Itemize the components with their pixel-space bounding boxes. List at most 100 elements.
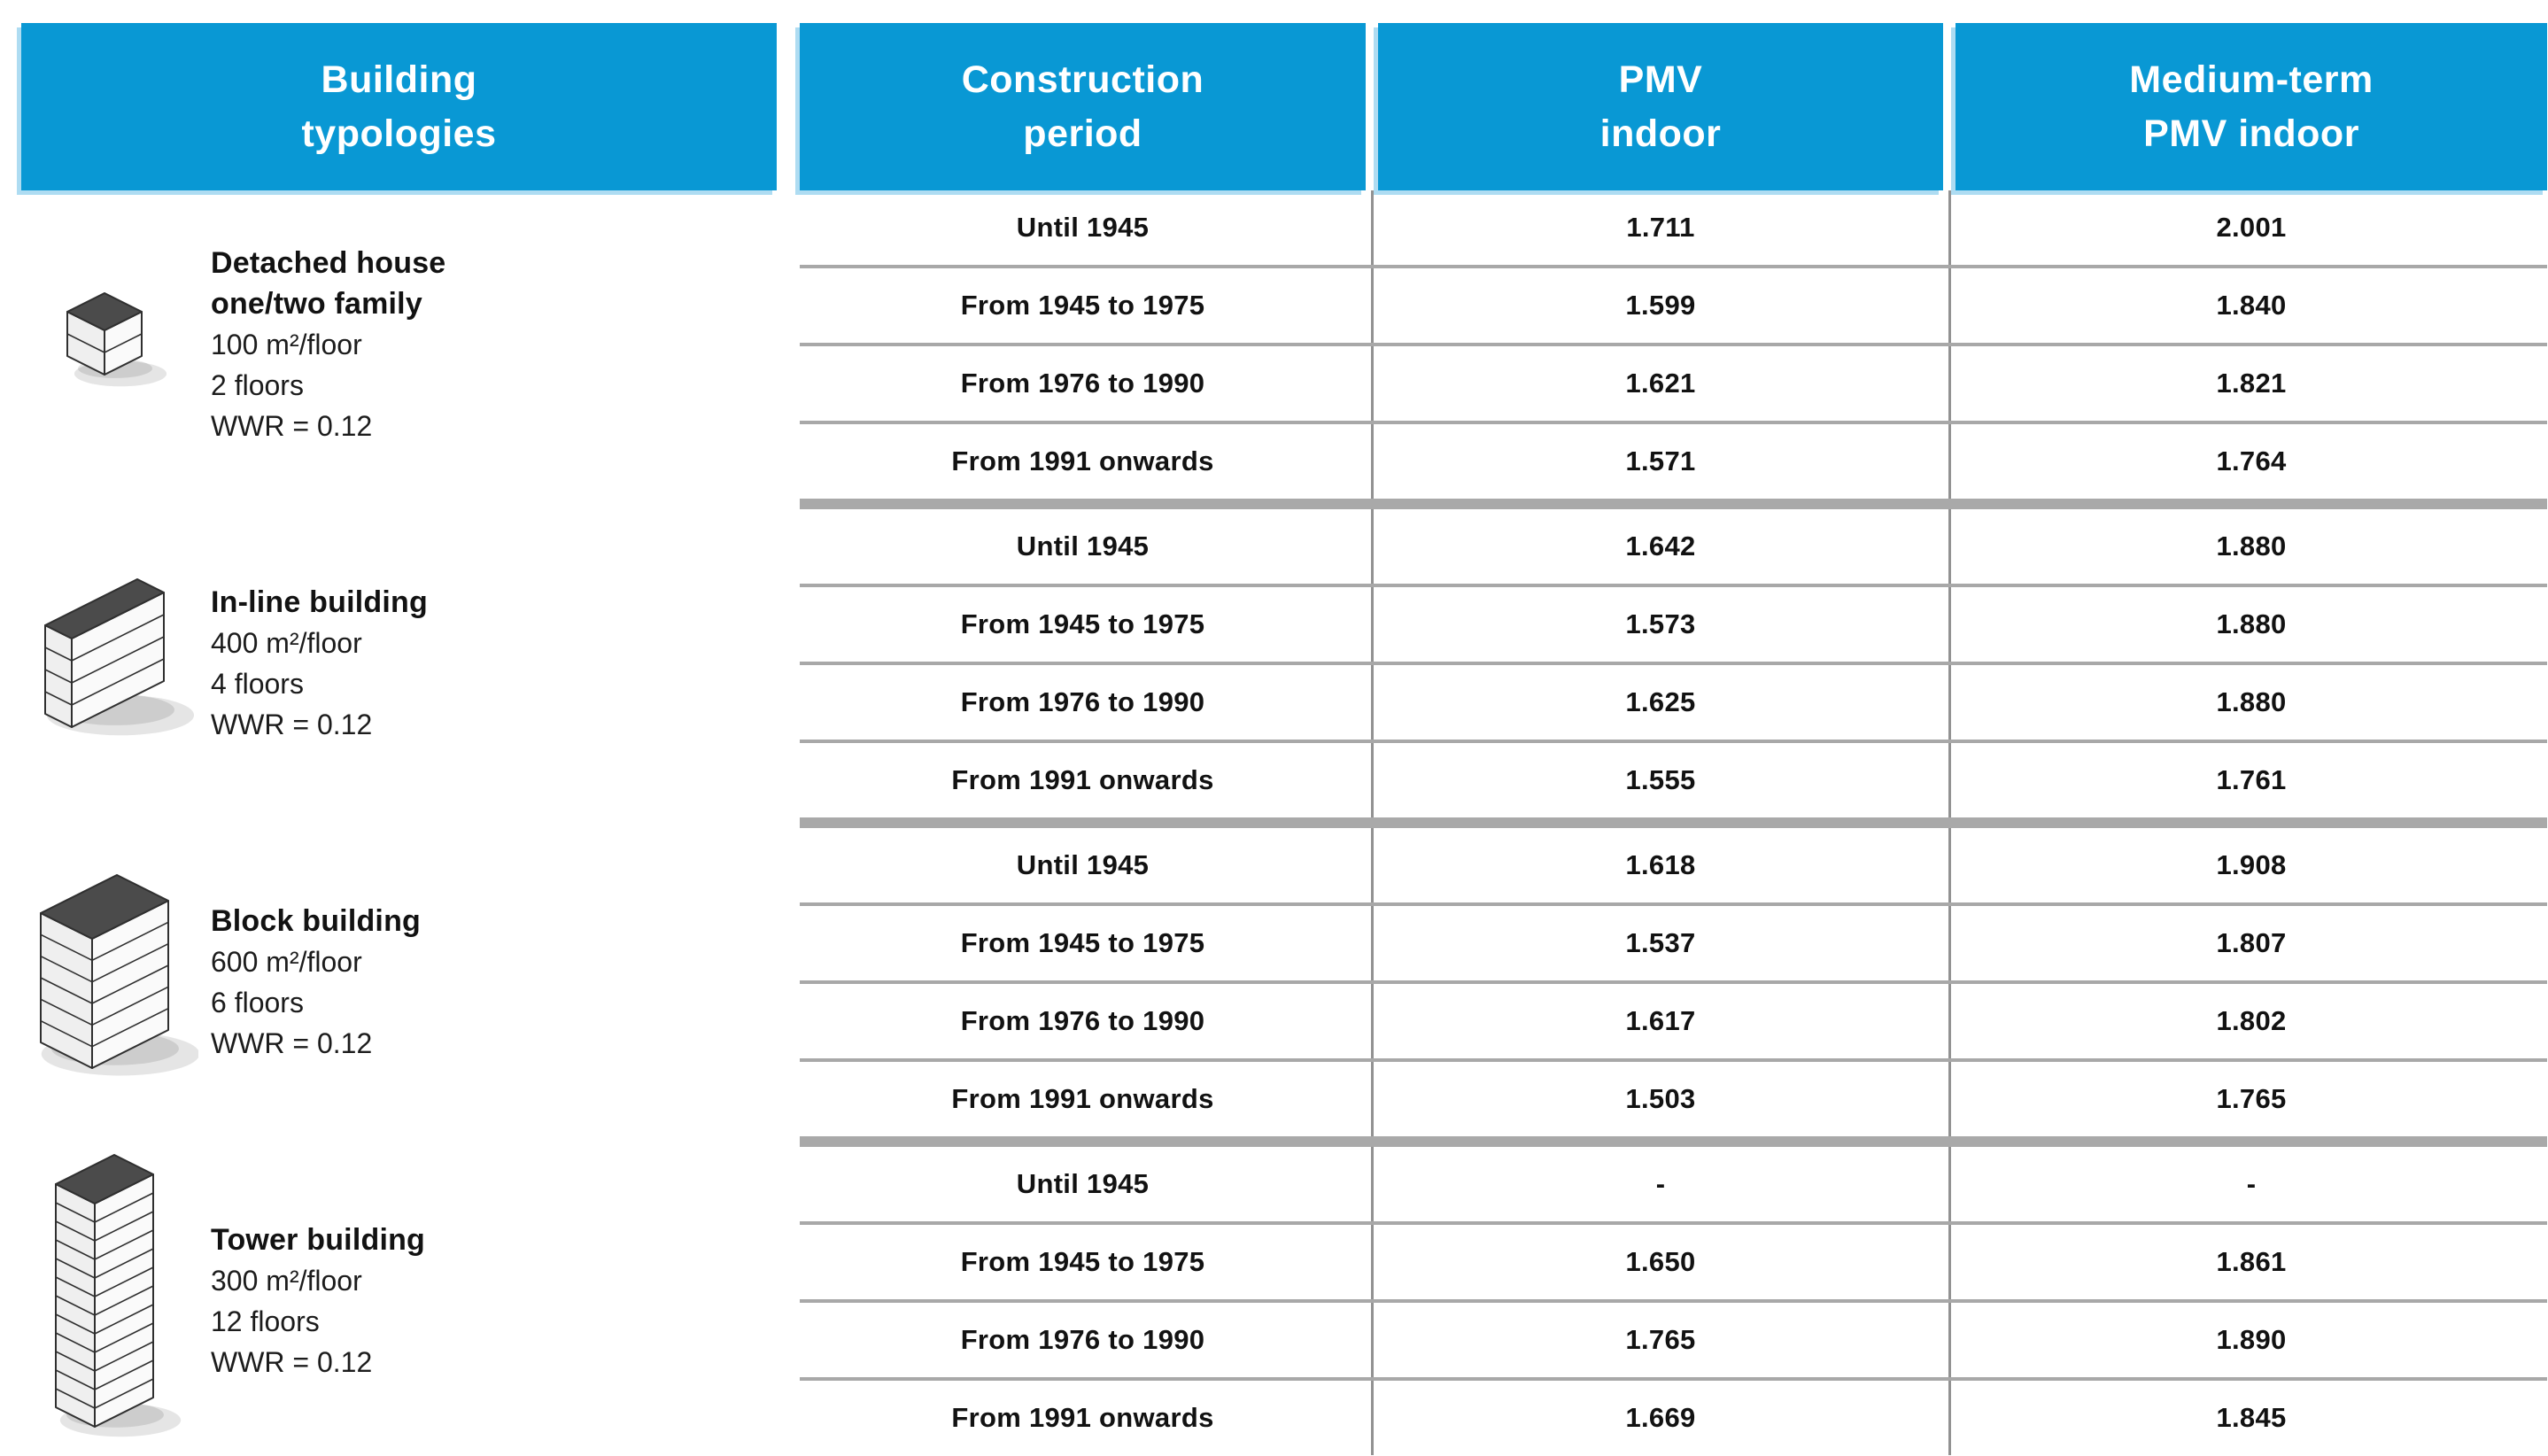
building-icon-wrap: [21, 284, 209, 405]
pmv-indoor-cell: 1.617: [1625, 1005, 1696, 1036]
pmv-indoor-cell: 1.571: [1625, 445, 1696, 476]
header-medium-term-pmv-indoor: Medium-term PMV indoor: [1956, 23, 2547, 190]
building-group-block: Block building 600 m²/floor 6 floors WWR…: [21, 828, 777, 1136]
medium-term-pmv-cell: 1.821: [2216, 368, 2287, 399]
medium-term-pmv-cell: 1.880: [2216, 608, 2287, 639]
table-row: From 1991 onwards 1.555 1.761: [800, 743, 2547, 817]
building-info: Detached house one/two family 100 m²/flo…: [209, 243, 777, 446]
row-separator: [800, 584, 2547, 587]
medium-term-pmv-cell: 1.764: [2216, 445, 2287, 476]
medium-term-pmv-cell: 1.908: [2216, 849, 2287, 880]
medium-term-pmv-cell: 1.807: [2216, 927, 2287, 958]
building-area: 100 m²/floor: [211, 329, 362, 360]
building-group-tower: Tower building 300 m²/floor 12 floors WW…: [21, 1147, 777, 1455]
row-separator: [800, 421, 2547, 424]
medium-term-pmv-cell: 1.880: [2216, 686, 2287, 717]
table-row: From 1991 onwards 1.571 1.764: [800, 424, 2547, 499]
construction-period-cell: From 1945 to 1975: [960, 1246, 1205, 1277]
header-line: Medium-term: [2129, 58, 2374, 101]
pmv-indoor-cell: 1.650: [1625, 1246, 1696, 1277]
header-line: period: [1023, 112, 1142, 155]
pmv-indoor-cell: 1.555: [1625, 764, 1696, 795]
header-line: typologies: [301, 112, 497, 155]
pmv-indoor-cell: 1.618: [1625, 849, 1696, 880]
building-area: 400 m²/floor: [211, 627, 362, 659]
building-wwr: WWR = 0.12: [211, 410, 373, 442]
construction-period-cell: From 1991 onwards: [951, 445, 1214, 476]
construction-period-cell: From 1991 onwards: [951, 1083, 1214, 1114]
data-columns: Construction period PMV indoor Medium-te…: [800, 23, 2547, 1455]
building-wwr: WWR = 0.12: [211, 1027, 373, 1059]
construction-period-cell: Until 1945: [1016, 849, 1150, 880]
header-line: Construction: [961, 58, 1204, 101]
building-typologies-column: Building typologies Detached house one/t…: [21, 23, 777, 1455]
row-separator: [800, 662, 2547, 665]
in-line-building-icon: [44, 577, 194, 735]
pmv-indoor-cell: 1.621: [1625, 368, 1696, 399]
medium-term-pmv-cell: 1.840: [2216, 290, 2287, 321]
detached-house-icon: [66, 292, 167, 387]
medium-term-pmv-cell: 1.880: [2216, 531, 2287, 561]
table-row: From 1976 to 1990 1.621 1.821: [800, 346, 2547, 421]
table-row: From 1976 to 1990 1.765 1.890: [800, 1303, 2547, 1377]
pmv-indoor-cell: 1.765: [1625, 1324, 1696, 1355]
header-line: Building: [321, 58, 477, 101]
group-separator: [800, 817, 2547, 828]
medium-term-pmv-cell: 1.802: [2216, 1005, 2287, 1036]
tower-building-icon: [55, 1153, 182, 1437]
table-row: Until 1945 1.711 2.001: [800, 190, 2547, 265]
building-floors: 4 floors: [211, 668, 304, 700]
building-wwr: WWR = 0.12: [211, 709, 373, 740]
group-separator: [800, 499, 2547, 509]
block-building-icon: [40, 874, 198, 1076]
medium-term-pmv-cell: 2.001: [2216, 212, 2287, 243]
table-row: From 1945 to 1975 1.537 1.807: [800, 906, 2547, 980]
header-building-typologies: Building typologies: [21, 23, 777, 190]
building-name: one/two family: [211, 287, 422, 321]
pmv-indoor-cell: 1.537: [1625, 927, 1696, 958]
medium-term-pmv-cell: 1.861: [2216, 1246, 2287, 1277]
medium-term-pmv-cell: 1.845: [2216, 1402, 2287, 1433]
construction-period-cell: From 1945 to 1975: [960, 290, 1205, 321]
header-line: indoor: [1599, 112, 1722, 155]
building-info: Tower building 300 m²/floor 12 floors WW…: [209, 1220, 777, 1382]
table-row: From 1976 to 1990 1.625 1.880: [800, 665, 2547, 740]
building-floors: 12 floors: [211, 1305, 320, 1337]
construction-period-cell: From 1976 to 1990: [960, 1324, 1205, 1355]
table-row: From 1945 to 1975 1.573 1.880: [800, 587, 2547, 662]
row-separator: [800, 1377, 2547, 1381]
building-icon-wrap: [21, 866, 209, 1098]
medium-term-pmv-cell: 1.761: [2216, 764, 2287, 795]
data-header-row: Construction period PMV indoor Medium-te…: [800, 23, 2547, 190]
building-name: Tower building: [211, 1223, 426, 1257]
pmv-indoor-cell: 1.625: [1625, 686, 1696, 717]
pmv-indoor-cell: 1.503: [1625, 1083, 1696, 1114]
row-separator: [800, 265, 2547, 268]
building-info: In-line building 400 m²/floor 4 floors W…: [209, 582, 777, 745]
pmv-indoor-cell: 1.669: [1625, 1402, 1696, 1433]
table-row: Until 1945 - -: [800, 1147, 2547, 1221]
header-line: PMV indoor: [2143, 112, 2359, 155]
table-row: From 1991 onwards 1.669 1.845: [800, 1381, 2547, 1455]
row-separator: [800, 980, 2547, 984]
building-name: Block building: [211, 904, 422, 938]
building-area: 600 m²/floor: [211, 946, 362, 978]
pmv-indoor-cell: -: [1655, 1168, 1666, 1199]
construction-period-cell: From 1991 onwards: [951, 1402, 1214, 1433]
row-separator: [800, 343, 2547, 346]
row-separator: [800, 1058, 2547, 1062]
table-row: Until 1945 1.618 1.908: [800, 828, 2547, 902]
medium-term-pmv-cell: 1.765: [2216, 1083, 2287, 1114]
row-separator: [800, 740, 2547, 743]
data-body: Until 1945 1.711 2.001 From 1945 to 1975…: [800, 190, 2547, 1455]
building-info: Block building 600 m²/floor 6 floors WWR…: [209, 901, 777, 1064]
table-row: From 1976 to 1990 1.617 1.802: [800, 984, 2547, 1058]
construction-period-cell: From 1976 to 1990: [960, 1005, 1205, 1036]
row-separator: [800, 1299, 2547, 1303]
header-construction-period: Construction period: [800, 23, 1366, 190]
table-row: Until 1945 1.642 1.880: [800, 509, 2547, 584]
table-row: From 1945 to 1975 1.599 1.840: [800, 268, 2547, 343]
building-icon-wrap: [21, 1146, 209, 1456]
building-area: 300 m²/floor: [211, 1265, 362, 1297]
